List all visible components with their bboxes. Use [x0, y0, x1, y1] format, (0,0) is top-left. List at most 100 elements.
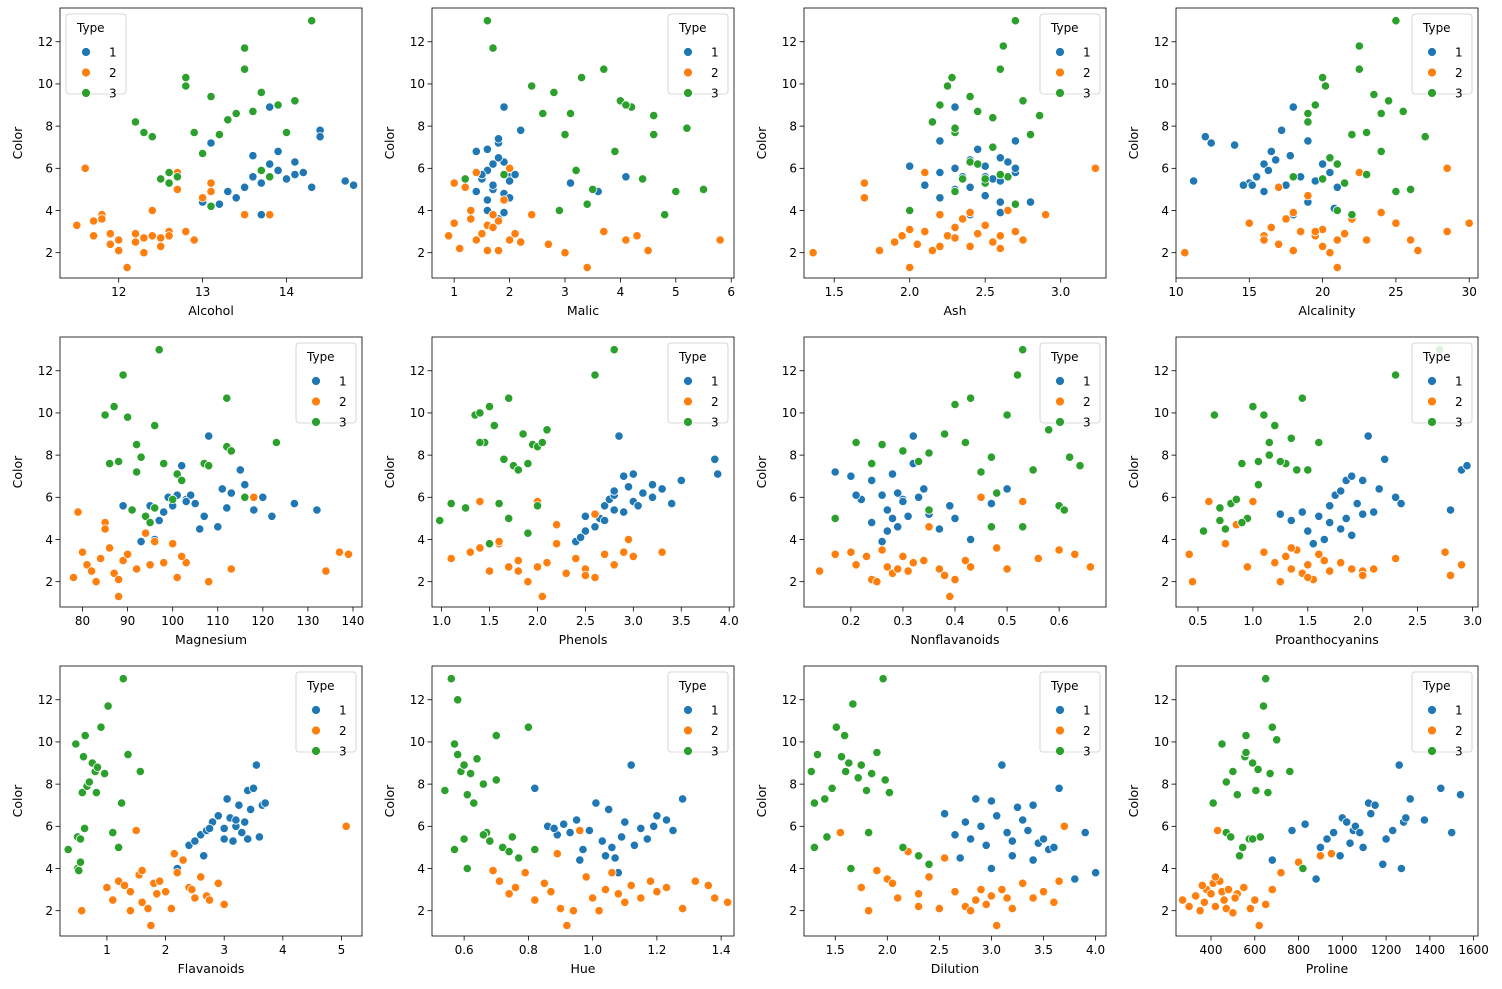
point-type-1	[980, 191, 990, 201]
point-type-3	[637, 174, 648, 184]
point-type-3	[164, 178, 174, 188]
point-type-3	[271, 437, 281, 448]
point-type-3	[809, 798, 820, 808]
legend-marker-2	[81, 67, 91, 78]
point-type-3	[1010, 199, 1021, 209]
point-type-2	[504, 562, 514, 572]
point-type-1	[1394, 760, 1404, 770]
point-type-1	[935, 136, 945, 146]
x-tick-label: 0.6	[455, 943, 474, 957]
point-type-3	[1258, 701, 1269, 711]
point-type-2	[530, 895, 540, 905]
point-type-2	[581, 872, 591, 882]
point-type-1	[258, 492, 268, 502]
point-type-1	[217, 484, 227, 494]
point-type-2	[443, 231, 454, 241]
point-type-3	[1018, 345, 1028, 355]
point-type-3	[139, 127, 149, 138]
point-type-3	[1376, 146, 1386, 156]
legend-label-1: 1	[109, 45, 117, 59]
point-type-1	[1259, 159, 1269, 169]
point-type-2	[516, 237, 526, 247]
legend-marker-2	[311, 396, 321, 407]
point-type-3	[549, 87, 559, 98]
point-type-2	[1442, 163, 1452, 173]
point-type-3	[1217, 739, 1227, 749]
point-type-3	[554, 205, 565, 216]
point-type-2	[206, 178, 216, 188]
point-type-2	[164, 231, 174, 241]
x-tick-label: 2.5	[576, 614, 595, 628]
legend: Type 1 2 3	[1039, 342, 1101, 429]
point-type-3	[877, 439, 887, 450]
point-type-2	[494, 536, 504, 547]
point-type-1	[1462, 461, 1472, 471]
y-axis-label: Color	[10, 126, 25, 159]
point-type-2	[1085, 562, 1096, 572]
point-type-1	[1325, 517, 1335, 528]
legend-marker-3	[311, 746, 321, 756]
point-type-2	[957, 214, 968, 224]
y-axis-label: Color	[382, 784, 397, 817]
point-type-2	[475, 543, 485, 553]
y-tick-label: 2	[1161, 904, 1169, 918]
y-tick-label: 8	[1161, 119, 1169, 133]
point-type-3	[469, 798, 479, 808]
point-type-2	[882, 562, 892, 572]
subplot-magnesium: 80 90 100 110 120 130 14024681012MagnesiumColo…	[10, 336, 364, 647]
x-tick-label: 5	[672, 285, 680, 299]
y-tick-label: 4	[789, 533, 797, 547]
x-tick-label: 600	[1243, 943, 1266, 957]
point-type-2	[945, 591, 955, 602]
legend-title: Type	[1422, 21, 1451, 35]
legend-title: Type	[1050, 679, 1079, 693]
point-type-1	[213, 811, 223, 821]
point-type-2	[924, 522, 934, 532]
point-type-1	[919, 484, 929, 494]
legend-marker-1	[1427, 705, 1437, 715]
point-type-3	[100, 768, 110, 779]
point-type-2	[169, 849, 179, 859]
point-type-3	[80, 730, 90, 741]
x-tick-label: 2	[162, 943, 170, 957]
point-type-2	[1018, 235, 1028, 245]
point-type-1	[1010, 163, 1021, 173]
point-type-2	[551, 539, 562, 549]
point-type-3	[822, 832, 832, 842]
point-type-1	[549, 823, 559, 834]
point-type-1	[1049, 842, 1059, 853]
point-type-1	[219, 823, 229, 834]
x-tick-label: 0.6	[1050, 614, 1069, 628]
point-type-3	[947, 73, 957, 83]
point-type-1	[710, 454, 720, 464]
point-type-2	[715, 235, 725, 245]
y-tick-label: 4	[789, 862, 797, 876]
point-type-3	[1261, 674, 1271, 684]
point-type-1	[1318, 159, 1328, 169]
y-tick-label: 4	[45, 862, 53, 876]
point-type-1	[621, 172, 631, 182]
point-type-1	[846, 471, 856, 481]
point-type-3	[453, 695, 463, 705]
point-type-2	[939, 570, 950, 581]
point-type-1	[995, 153, 1005, 163]
point-type-3	[1025, 130, 1036, 140]
point-type-1	[214, 199, 224, 209]
point-type-2	[494, 876, 505, 886]
point-type-3	[475, 437, 485, 448]
y-tick-label: 6	[789, 162, 797, 176]
y-tick-label: 2	[417, 575, 425, 589]
y-axis-label: Color	[382, 455, 397, 488]
point-type-1	[676, 475, 686, 485]
point-type-3	[103, 701, 113, 711]
point-type-3	[123, 412, 133, 422]
point-type-2	[986, 891, 997, 901]
point-type-2	[172, 868, 182, 878]
point-type-3	[960, 437, 971, 448]
y-tick-label: 6	[417, 162, 425, 176]
point-type-2	[265, 210, 275, 220]
y-tick-label: 8	[417, 119, 425, 133]
legend-label-1: 1	[339, 703, 347, 717]
point-type-1	[1358, 509, 1368, 519]
legend-label-3: 3	[1083, 415, 1091, 429]
